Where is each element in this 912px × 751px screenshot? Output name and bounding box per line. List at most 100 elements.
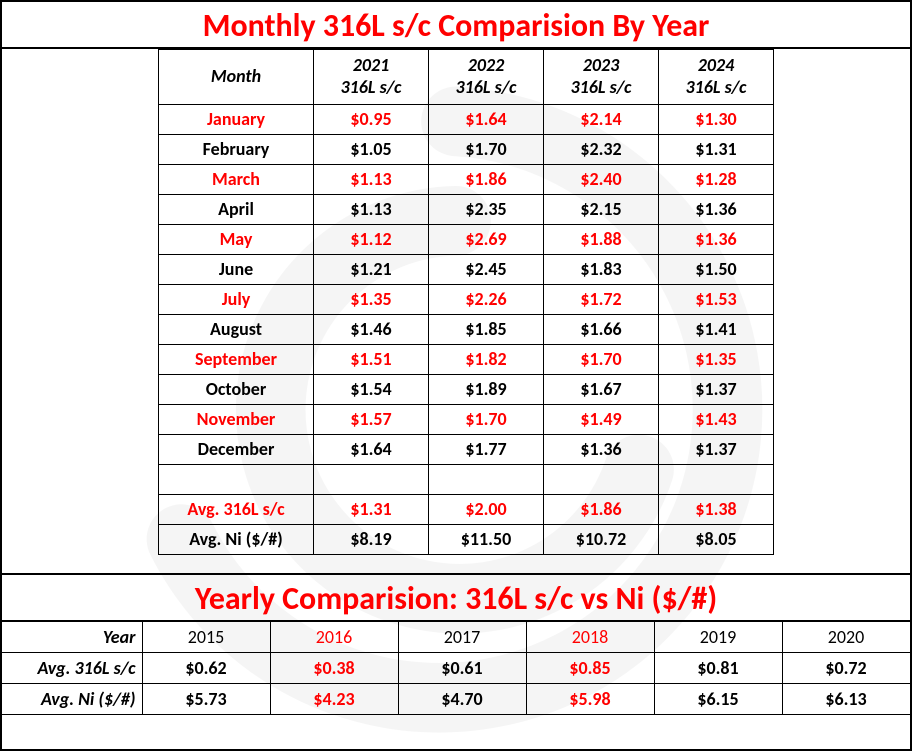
page: Monthly 316L s/c Comparision By Year Mon… xyxy=(0,0,912,751)
yearly-year-header: 2015 xyxy=(142,621,270,653)
value-cell: $1.57 xyxy=(314,405,429,435)
value-cell: $2.69 xyxy=(429,225,544,255)
month-cell: July xyxy=(159,285,314,315)
month-cell: February xyxy=(159,135,314,165)
value-cell: $1.88 xyxy=(544,225,659,255)
value-cell: $1.43 xyxy=(659,405,774,435)
value-cell: $1.85 xyxy=(429,315,544,345)
value-cell: $1.50 xyxy=(659,255,774,285)
value-cell: $1.37 xyxy=(659,375,774,405)
year-header-2023: 2023316L s/c xyxy=(544,50,659,105)
yearly-title: Yearly Comparision: 316L s/c vs Ni ($/#) xyxy=(2,575,910,620)
yearly-row: Avg. Ni ($/#)$5.73$4.23$4.70$5.98$6.15$6… xyxy=(2,684,910,715)
value-cell: $1.66 xyxy=(544,315,659,345)
yearly-value-cell: $0.38 xyxy=(270,653,398,684)
avg-316-value: $1.38 xyxy=(659,495,774,525)
yearly-value-cell: $0.81 xyxy=(654,653,782,684)
yearly-row-label: Avg. Ni ($/#) xyxy=(2,684,142,715)
yearly-value-cell: $4.70 xyxy=(398,684,526,715)
value-cell: $1.36 xyxy=(544,435,659,465)
value-cell: $1.89 xyxy=(429,375,544,405)
month-cell: April xyxy=(159,195,314,225)
value-cell: $1.13 xyxy=(314,195,429,225)
table-row: February$1.05$1.70$2.32$1.31 xyxy=(4,135,909,165)
blank-cell xyxy=(4,50,159,105)
yearly-year-header: 2018 xyxy=(526,621,654,653)
avg-316-row: Avg. 316L s/c$1.31$2.00$1.86$1.38 xyxy=(4,495,909,525)
monthly-table: Month 2021316L s/c 2022316L s/c 2023316L… xyxy=(4,49,909,555)
table-row: May$1.12$2.69$1.88$1.36 xyxy=(4,225,909,255)
yearly-table: Year 201520162017201820192020 Avg. 316L … xyxy=(2,620,911,715)
yearly-value-cell: $6.13 xyxy=(782,684,910,715)
year-header-2021: 2021316L s/c xyxy=(314,50,429,105)
yearly-row: Avg. 316L s/c$0.62$0.38$0.61$0.85$0.81$0… xyxy=(2,653,910,684)
avg-ni-value: $8.19 xyxy=(314,525,429,555)
table-row: October$1.54$1.89$1.67$1.37 xyxy=(4,375,909,405)
value-cell: $1.72 xyxy=(544,285,659,315)
avg-316-value: $1.31 xyxy=(314,495,429,525)
month-cell: May xyxy=(159,225,314,255)
yearly-year-header: 2016 xyxy=(270,621,398,653)
yearly-value-cell: $0.62 xyxy=(142,653,270,684)
year-header-2024: 2024316L s/c xyxy=(659,50,774,105)
value-cell: $1.86 xyxy=(429,165,544,195)
blank-cell xyxy=(774,50,909,105)
value-cell: $1.31 xyxy=(659,135,774,165)
table-row: November$1.57$1.70$1.49$1.43 xyxy=(4,405,909,435)
avg-316-label: Avg. 316L s/c xyxy=(159,495,314,525)
month-header: Month xyxy=(159,50,314,105)
yearly-row-label: Avg. 316L s/c xyxy=(2,653,142,684)
value-cell: $1.67 xyxy=(544,375,659,405)
month-cell: December xyxy=(159,435,314,465)
table-row: January$0.95$1.64$2.14$1.30 xyxy=(4,105,909,135)
value-cell: $1.83 xyxy=(544,255,659,285)
value-cell: $1.36 xyxy=(659,225,774,255)
value-cell: $1.46 xyxy=(314,315,429,345)
value-cell: $1.21 xyxy=(314,255,429,285)
month-cell: November xyxy=(159,405,314,435)
spacer-row xyxy=(4,465,909,495)
value-cell: $2.15 xyxy=(544,195,659,225)
value-cell: $2.35 xyxy=(429,195,544,225)
value-cell: $1.28 xyxy=(659,165,774,195)
monthly-title: Monthly 316L s/c Comparision By Year xyxy=(2,2,910,47)
value-cell: $0.95 xyxy=(314,105,429,135)
value-cell: $2.32 xyxy=(544,135,659,165)
yearly-year-header: 2019 xyxy=(654,621,782,653)
value-cell: $1.53 xyxy=(659,285,774,315)
value-cell: $1.37 xyxy=(659,435,774,465)
value-cell: $2.26 xyxy=(429,285,544,315)
yearly-rowheader-year: Year xyxy=(2,621,142,653)
table-row: July$1.35$2.26$1.72$1.53 xyxy=(4,285,909,315)
value-cell: $1.54 xyxy=(314,375,429,405)
value-cell: $1.05 xyxy=(314,135,429,165)
yearly-value-cell: $6.15 xyxy=(654,684,782,715)
table-row: March$1.13$1.86$2.40$1.28 xyxy=(4,165,909,195)
yearly-value-cell: $0.61 xyxy=(398,653,526,684)
yearly-value-cell: $5.73 xyxy=(142,684,270,715)
value-cell: $1.70 xyxy=(544,345,659,375)
value-cell: $1.36 xyxy=(659,195,774,225)
yearly-value-cell: $4.23 xyxy=(270,684,398,715)
value-cell: $2.40 xyxy=(544,165,659,195)
avg-316-value: $2.00 xyxy=(429,495,544,525)
month-cell: October xyxy=(159,375,314,405)
avg-ni-value: $10.72 xyxy=(544,525,659,555)
month-cell: March xyxy=(159,165,314,195)
yearly-value-cell: $0.72 xyxy=(782,653,910,684)
yearly-year-header: 2020 xyxy=(782,621,910,653)
yearly-value-cell: $5.98 xyxy=(526,684,654,715)
table-row: August$1.46$1.85$1.66$1.41 xyxy=(4,315,909,345)
value-cell: $1.70 xyxy=(429,405,544,435)
value-cell: $1.41 xyxy=(659,315,774,345)
avg-ni-row: Avg. Ni ($/#)$8.19$11.50$10.72$8.05 xyxy=(4,525,909,555)
value-cell: $1.51 xyxy=(314,345,429,375)
yearly-header-row: Year 201520162017201820192020 xyxy=(2,621,910,653)
month-cell: June xyxy=(159,255,314,285)
value-cell: $1.35 xyxy=(314,285,429,315)
value-cell: $1.64 xyxy=(314,435,429,465)
table-row: June$1.21$2.45$1.83$1.50 xyxy=(4,255,909,285)
yearly-value-cell: $0.85 xyxy=(526,653,654,684)
value-cell: $1.70 xyxy=(429,135,544,165)
value-cell: $1.49 xyxy=(544,405,659,435)
